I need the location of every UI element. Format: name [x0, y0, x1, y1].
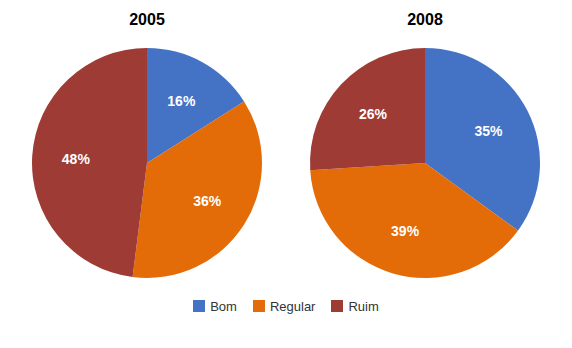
svg-text:39%: 39% [391, 223, 420, 239]
svg-text:16%: 16% [167, 93, 196, 109]
svg-text:26%: 26% [359, 106, 388, 122]
svg-text:48%: 48% [62, 151, 91, 167]
html-text:Regular: Regular [269, 298, 316, 314]
svg-text:35%: 35% [475, 123, 504, 139]
html-text:2008: 2008 [407, 11, 443, 28]
html-text:Ruim: Ruim [348, 298, 379, 314]
html-text:2005: 2005 [129, 11, 165, 28]
svg-text:36%: 36% [193, 193, 222, 209]
html-text:Bom: Bom [210, 298, 237, 314]
